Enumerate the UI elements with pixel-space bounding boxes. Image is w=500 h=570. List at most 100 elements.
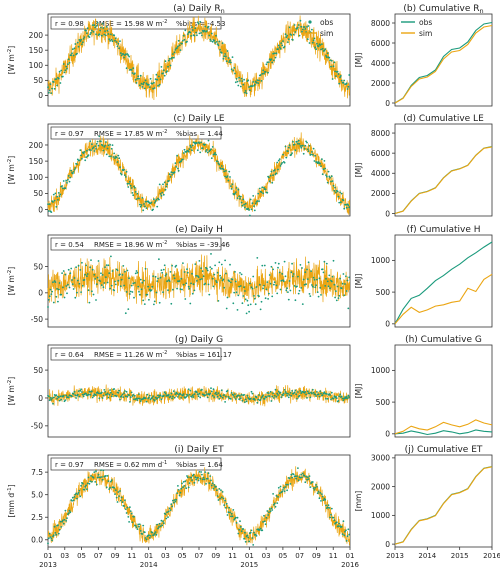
obs-point [207, 25, 210, 28]
obs-point [88, 148, 91, 151]
obs-point [191, 396, 193, 398]
obs-point [190, 35, 193, 37]
obs-point [339, 191, 341, 194]
obs-point [239, 285, 242, 287]
obs-point [286, 287, 288, 290]
obs-point [60, 526, 63, 528]
panel-title-g: (g) Daily G [175, 335, 223, 345]
obs-point [220, 168, 222, 170]
obs-point [320, 294, 322, 296]
xtick-month-label: 03 [60, 552, 69, 560]
xtick-month-label: 07 [195, 552, 204, 560]
obs-point [246, 534, 249, 537]
obs-point [110, 284, 113, 287]
obs-point [311, 151, 313, 153]
obs-point [148, 396, 150, 399]
obs-point [198, 260, 201, 262]
obs-point [202, 275, 205, 278]
obs-point [57, 524, 59, 527]
obs-point [75, 397, 77, 399]
obs-point [299, 19, 302, 22]
obs-point [249, 89, 251, 92]
obs-point [82, 37, 85, 40]
obs-point [268, 508, 271, 510]
obs-point [95, 148, 97, 150]
obs-point [70, 54, 73, 57]
obs-point [252, 275, 255, 278]
obs-point [61, 185, 63, 187]
obs-point [316, 42, 318, 45]
obs-point [268, 274, 271, 276]
obs-point [252, 81, 255, 83]
obs-point [196, 280, 198, 282]
obs-point [95, 394, 97, 396]
legend-sim-label: sim [320, 29, 333, 38]
obs-point [268, 176, 270, 179]
obs-point [321, 173, 324, 176]
obs-point [286, 394, 288, 397]
obs-point [208, 482, 211, 484]
obs-point [323, 391, 326, 394]
obs-point [78, 39, 81, 41]
obs-point [200, 32, 203, 34]
obs-point [311, 28, 313, 31]
ylabel-et: [mm d-1] [7, 484, 16, 517]
obs-point [306, 268, 308, 271]
obs-point [230, 68, 233, 71]
obs-point [327, 285, 330, 288]
obs-point [153, 300, 156, 303]
obs-point [222, 278, 225, 281]
obs-point [172, 53, 174, 55]
obs-point [110, 479, 113, 482]
obs-point [345, 203, 347, 206]
xtick-month-label: 09 [111, 552, 120, 560]
obs-point [152, 275, 155, 278]
obs-point [338, 395, 341, 398]
obs-point [321, 47, 324, 50]
obs-point [158, 396, 160, 399]
obs-point [323, 260, 326, 263]
obs-point [175, 498, 178, 501]
obs-point [67, 175, 70, 177]
obs-point [250, 529, 253, 532]
obs-point [196, 149, 199, 152]
plot-frame-g [47, 344, 351, 438]
obs-point [210, 267, 213, 270]
cum-xtick-label: 2013 [386, 552, 404, 560]
obs-point [64, 399, 67, 401]
obs-point [308, 293, 311, 295]
obs-point [244, 202, 247, 205]
obs-point [141, 86, 144, 88]
obs-point [279, 165, 282, 167]
obs-point [244, 398, 247, 401]
obs-point [85, 156, 87, 159]
et-ytick-label: 2.5 [31, 513, 43, 522]
obs-point [207, 283, 210, 286]
obs-point [166, 183, 169, 186]
obs-point [170, 302, 173, 305]
obs-point [57, 532, 60, 535]
obs-point [278, 158, 281, 161]
obs-point [123, 168, 125, 171]
obs-point [275, 52, 278, 55]
obs-point [239, 520, 241, 523]
stats-frame [50, 457, 222, 471]
obs-point [160, 519, 163, 522]
plot-frame-cg [394, 344, 493, 438]
obs-point [275, 395, 278, 398]
obs-point [262, 394, 264, 397]
obs-point [71, 395, 73, 398]
obs-point [303, 147, 306, 150]
obs-point [317, 490, 320, 493]
stats-frame [50, 126, 222, 140]
obs-point [314, 154, 317, 157]
obs-point [173, 171, 176, 174]
obs-point [57, 198, 59, 201]
obs-point [322, 271, 325, 274]
obs-point [61, 520, 63, 523]
obs-point [338, 294, 341, 297]
obs-point [243, 393, 246, 396]
obs-point [247, 207, 250, 210]
obs-point [340, 75, 342, 77]
